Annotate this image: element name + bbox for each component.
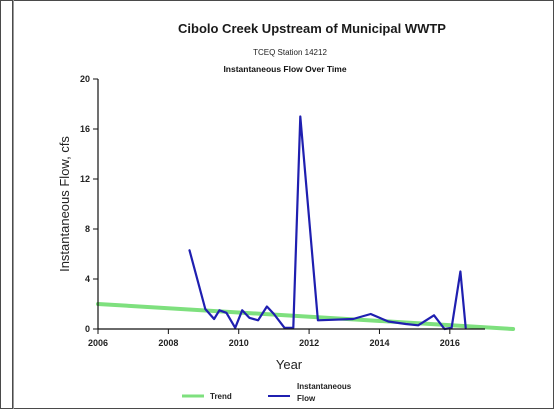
y-tick-label-12: 12	[80, 174, 90, 184]
flow-point-1	[205, 308, 207, 310]
x-tick-label-2012: 2012	[299, 338, 319, 348]
y-tick-label-20: 20	[80, 74, 90, 84]
chart-cell	[13, 0, 553, 409]
series-line-flow	[188, 115, 467, 331]
series-line-trend	[96, 302, 516, 331]
flow-point-23	[460, 271, 462, 273]
x-axis-label: Year	[276, 357, 303, 372]
chart-subtitle-2: Instantaneous Flow Over Time	[223, 64, 346, 74]
flow-point-17	[388, 321, 390, 323]
y-tick-label-4: 4	[85, 274, 90, 284]
left-cell-divider	[12, 0, 13, 409]
y-axis-label: Instantaneous Flow, cfs	[57, 136, 72, 272]
x-tick-label-2016: 2016	[440, 338, 460, 348]
legend-label-flow-line2: Flow	[297, 394, 316, 403]
x-tick-label-2014: 2014	[369, 338, 389, 348]
flow-point-11	[284, 327, 286, 329]
flow-point-14	[317, 320, 319, 322]
flow-point-19	[417, 325, 419, 327]
flow-point-18	[405, 323, 407, 325]
legend-label-flow-line1: Instantaneous	[297, 382, 352, 391]
flow-point-4	[226, 312, 228, 314]
chart-subtitle: TCEQ Station 14212	[253, 48, 327, 57]
flow-point-10	[273, 313, 275, 315]
x-tick-label-2010: 2010	[229, 338, 249, 348]
flow-point-15	[352, 318, 354, 320]
flow-point-8	[257, 320, 259, 322]
flow-point-0	[189, 250, 191, 252]
x-tick-label-2006: 2006	[88, 338, 108, 348]
flow-point-3	[219, 310, 221, 312]
flow-point-5	[234, 327, 236, 329]
flow-point-22	[451, 327, 453, 329]
flow-point-20	[433, 315, 435, 317]
y-tick-label-8: 8	[85, 224, 90, 234]
legend: Trend Instantaneous Flow	[182, 382, 352, 403]
flow-point-7	[249, 317, 251, 319]
y-tick-label-0: 0	[85, 324, 90, 334]
flow-point-13	[300, 116, 302, 118]
trend-point-1	[512, 328, 514, 330]
legend-label-trend: Trend	[210, 392, 232, 401]
y-tick-label-16: 16	[80, 124, 90, 134]
x-tick-label-2008: 2008	[158, 338, 178, 348]
flow-point-9	[266, 306, 268, 308]
chart-title: Cibolo Creek Upstream of Municipal WWTP	[178, 21, 446, 36]
plot-area: 0 4 8 12 16 20 2006 2008 2010 2012 2014 2016	[80, 74, 516, 348]
flow-point-16	[370, 313, 372, 315]
flow-point-6	[241, 310, 243, 312]
flow-point-12	[293, 327, 295, 329]
flow-point-2	[213, 318, 215, 320]
flow-point-24	[465, 327, 467, 329]
